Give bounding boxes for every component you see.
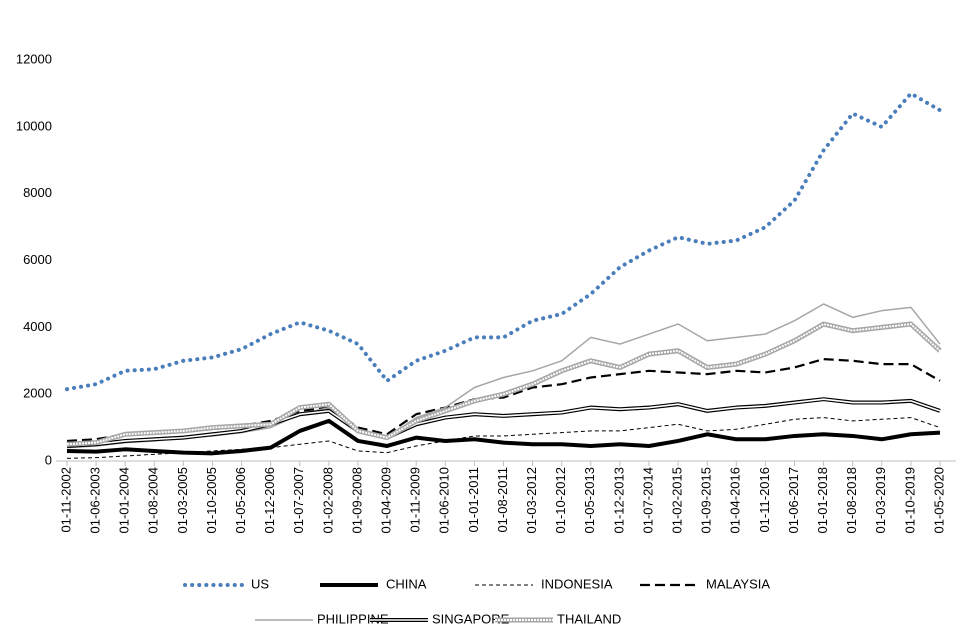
y-tick-label: 4000 xyxy=(23,319,52,334)
x-tick-label: 01-05-2013 xyxy=(582,467,597,534)
x-tick-label: 01-08-2018 xyxy=(844,467,859,534)
x-tick-label: 01-04-2009 xyxy=(379,467,394,534)
x-tick-label: 01-03-2019 xyxy=(873,467,888,534)
x-tick-label: 01-01-2011 xyxy=(466,467,481,533)
x-tick-label: 01-03-2005 xyxy=(175,467,190,534)
legend-label: PHILIPPINE xyxy=(317,611,389,626)
x-tick-label: 01-08-2004 xyxy=(146,467,161,534)
x-tick-label: 01-02-2015 xyxy=(670,467,685,534)
x-tick-label: 01-05-2006 xyxy=(233,467,248,534)
series-line xyxy=(66,303,941,449)
x-tick-label: 01-12-2013 xyxy=(611,467,626,534)
series-line xyxy=(66,397,941,448)
x-tick-label: 01-01-2018 xyxy=(815,467,830,534)
x-tick-label: 01-11-2009 xyxy=(408,467,423,533)
legend-label: CHINA xyxy=(386,576,427,591)
series-line xyxy=(65,91,942,392)
y-tick-label: 12000 xyxy=(16,52,52,67)
x-tick-label: 01-01-2004 xyxy=(117,467,132,534)
x-tick-label: 01-02-2008 xyxy=(320,467,335,534)
series-line xyxy=(66,358,941,443)
x-tick-label: 01-08-2011 xyxy=(495,467,510,533)
legend-label: MALAYSIA xyxy=(706,576,770,591)
x-tick-label: 01-11-2016 xyxy=(757,467,772,533)
y-tick-label: 2000 xyxy=(23,386,52,401)
legend-label: SINGAPORE xyxy=(432,611,510,626)
x-tick-label: 01-07-2007 xyxy=(291,467,306,534)
x-tick-label: 01-06-2003 xyxy=(88,467,103,534)
x-tick-label: 01-05-2020 xyxy=(931,467,946,534)
series-line-inner xyxy=(66,398,941,447)
x-tick-label: 01-10-2012 xyxy=(553,467,568,534)
x-tick-label: 01-06-2017 xyxy=(786,467,801,534)
series-line xyxy=(66,418,941,456)
y-tick-label: 10000 xyxy=(16,118,52,133)
y-tick-label: 6000 xyxy=(23,252,52,267)
x-tick-label: 01-10-2019 xyxy=(902,467,917,534)
y-tick-label: 8000 xyxy=(23,185,52,200)
x-tick-label: 01-06-2010 xyxy=(437,467,452,534)
x-tick-label: 01-12-2006 xyxy=(262,467,277,534)
legend-label: THAILAND xyxy=(557,611,621,626)
x-tick-label: 01-10-2005 xyxy=(204,467,219,534)
legend-label: US xyxy=(251,576,269,591)
x-tick-label: 01-04-2016 xyxy=(728,467,743,534)
x-tick-label: 01-09-2008 xyxy=(349,467,364,534)
legend-label: INDONESIA xyxy=(541,576,613,591)
x-tick-label: 01-07-2014 xyxy=(640,467,655,534)
y-tick-label: 0 xyxy=(45,452,52,467)
x-tick-label: 01-11-2002 xyxy=(58,467,73,533)
series-line-inner xyxy=(66,323,941,446)
series-line xyxy=(66,321,942,447)
x-tick-label: 01-09-2015 xyxy=(699,467,714,534)
x-tick-label: 01-03-2012 xyxy=(524,467,539,534)
